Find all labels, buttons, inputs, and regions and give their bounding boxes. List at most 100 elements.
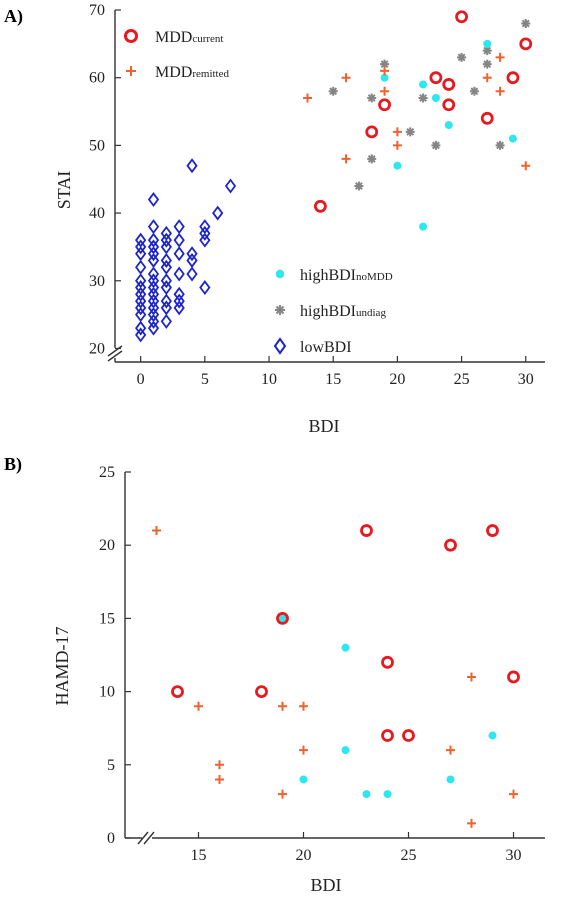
- data-point-MDDremitted: [496, 87, 505, 96]
- legend-label-highbdi-nomdd: highBDInoMDD: [300, 267, 393, 284]
- data-point-highBDInoMDD: [384, 790, 392, 798]
- panel-b-y-tick-label: 20: [99, 537, 115, 554]
- panel-a-x-tick-label: 15: [325, 371, 341, 388]
- data-point-MDDcurrent: [257, 687, 267, 697]
- data-point-lowBDI: [149, 194, 158, 206]
- series-MDDcurrent: [173, 526, 519, 741]
- panel-a-xlabel: BDI: [309, 416, 340, 436]
- data-point-lowBDI: [188, 268, 197, 280]
- data-point-highBDInoMDD: [342, 644, 350, 652]
- series-MDDcurrent: [315, 12, 530, 212]
- data-point-MDDremitted: [393, 141, 402, 150]
- data-point-lowBDI: [226, 180, 235, 192]
- data-point-MDDcurrent: [173, 687, 183, 697]
- data-point-MDDremitted: [483, 73, 492, 82]
- panel-b-x-tick-label: 25: [401, 847, 417, 864]
- panel-b-y-tick-label: 0: [107, 830, 115, 847]
- panel-a-label: A): [4, 6, 23, 27]
- data-point-MDDremitted: [342, 154, 351, 163]
- panel-b-plot: 15 20 25 300510152025: [99, 464, 545, 864]
- data-point-MDDremitted: [380, 66, 389, 75]
- data-point-MDDremitted: [303, 94, 312, 103]
- data-point-MDDremitted: [194, 702, 203, 711]
- data-point-highBDIundiag: [329, 87, 338, 96]
- data-point-lowBDI: [175, 221, 184, 233]
- data-point-MDDremitted: [521, 161, 530, 170]
- data-point-MDDcurrent: [508, 73, 518, 83]
- data-point-lowBDI: [213, 207, 222, 219]
- data-point-MDDcurrent: [509, 672, 519, 682]
- data-point-highBDIundiag: [457, 53, 466, 62]
- data-point-highBDIundiag: [483, 60, 492, 69]
- legend-label-highbdi-undiag: highBDIundiag: [300, 303, 386, 320]
- data-point-highBDIundiag: [367, 94, 376, 103]
- data-point-MDDcurrent: [431, 73, 441, 83]
- legend-marker-mdd-remitted: [126, 66, 136, 76]
- data-point-MDDcurrent: [362, 526, 372, 536]
- data-point-highBDIundiag: [521, 19, 530, 28]
- data-point-highBDInoMDD: [419, 223, 427, 231]
- panel-a-y-tick-label: 60: [89, 70, 105, 87]
- data-point-highBDInoMDD: [342, 746, 350, 754]
- data-point-highBDInoMDD: [363, 790, 371, 798]
- data-point-MDDremitted: [278, 702, 287, 711]
- data-point-MDDremitted: [278, 790, 287, 799]
- panel-a-y-tick-label: 20: [89, 340, 105, 357]
- series-highBDInoMDD: [279, 614, 497, 798]
- panel-b-x-tick-label: 15: [191, 847, 207, 864]
- data-point-highBDIundiag: [419, 94, 428, 103]
- series-highBDIundiag: [329, 19, 531, 190]
- data-point-MDDcurrent: [404, 731, 414, 741]
- panel-a-y-tick-label: 70: [89, 2, 105, 19]
- data-point-MDDcurrent: [444, 100, 454, 110]
- data-point-MDDcurrent: [380, 100, 390, 110]
- panel-a-x-tick-label: 5: [201, 371, 209, 388]
- panel-b-x-tick-label: 30: [506, 847, 522, 864]
- data-point-MDDremitted: [467, 819, 476, 828]
- data-point-highBDInoMDD: [509, 135, 517, 143]
- panel-b-ylabel: HAMD-17: [52, 627, 72, 706]
- legend-label-mdd-current: MDDcurrent: [155, 29, 224, 46]
- data-point-lowBDI: [175, 268, 184, 280]
- panel-a-plot: 0 5 10 15 20 25 30 20 30 40 50 60 70: [89, 2, 545, 388]
- legend-marker-lowbdi: [275, 339, 285, 353]
- series-MDDremitted: [152, 526, 518, 828]
- data-point-MDDcurrent: [367, 127, 377, 137]
- panel-a-y-tick-label: 50: [89, 137, 105, 154]
- data-point-MDDremitted: [215, 760, 224, 769]
- panel-b-label: B): [4, 454, 22, 475]
- data-point-MDDremitted: [299, 746, 308, 755]
- series-lowBDI: [136, 160, 235, 341]
- panel-b-xlabel: BDI: [311, 875, 342, 895]
- legend-marker-mdd-current: [126, 31, 137, 42]
- data-point-lowBDI: [162, 315, 171, 327]
- data-point-MDDremitted: [342, 73, 351, 82]
- data-point-highBDInoMDD: [447, 775, 455, 783]
- data-point-highBDInoMDD: [483, 40, 491, 48]
- data-point-MDDremitted: [393, 127, 402, 136]
- data-point-MDDremitted: [299, 702, 308, 711]
- legend-label-lowbdi: lowBDI: [300, 339, 352, 356]
- data-point-MDDremitted: [446, 746, 455, 755]
- data-point-highBDIundiag: [470, 87, 479, 96]
- data-point-highBDInoMDD: [432, 94, 440, 102]
- panel-a-x-tick-label: 25: [454, 371, 470, 388]
- data-point-MDDcurrent: [383, 657, 393, 667]
- legend-label-mdd-remitted: MDDremitted: [155, 64, 229, 81]
- data-point-highBDIundiag: [354, 182, 363, 191]
- panel-b-y-tick-label: 25: [99, 464, 115, 481]
- data-point-highBDInoMDD: [393, 162, 401, 170]
- panel-b-y-tick-label: 15: [99, 610, 115, 627]
- data-point-highBDInoMDD: [419, 80, 427, 88]
- legend-marker-highbdi-nomdd: [276, 270, 284, 278]
- data-point-lowBDI: [200, 282, 209, 294]
- data-point-MDDremitted: [496, 53, 505, 62]
- data-point-highBDIundiag: [431, 141, 440, 150]
- data-point-lowBDI: [175, 248, 184, 260]
- data-point-MDDcurrent: [488, 526, 498, 536]
- data-point-lowBDI: [175, 234, 184, 246]
- data-point-MDDcurrent: [457, 12, 467, 22]
- data-point-highBDIundiag: [406, 127, 415, 136]
- data-point-MDDremitted: [152, 526, 161, 535]
